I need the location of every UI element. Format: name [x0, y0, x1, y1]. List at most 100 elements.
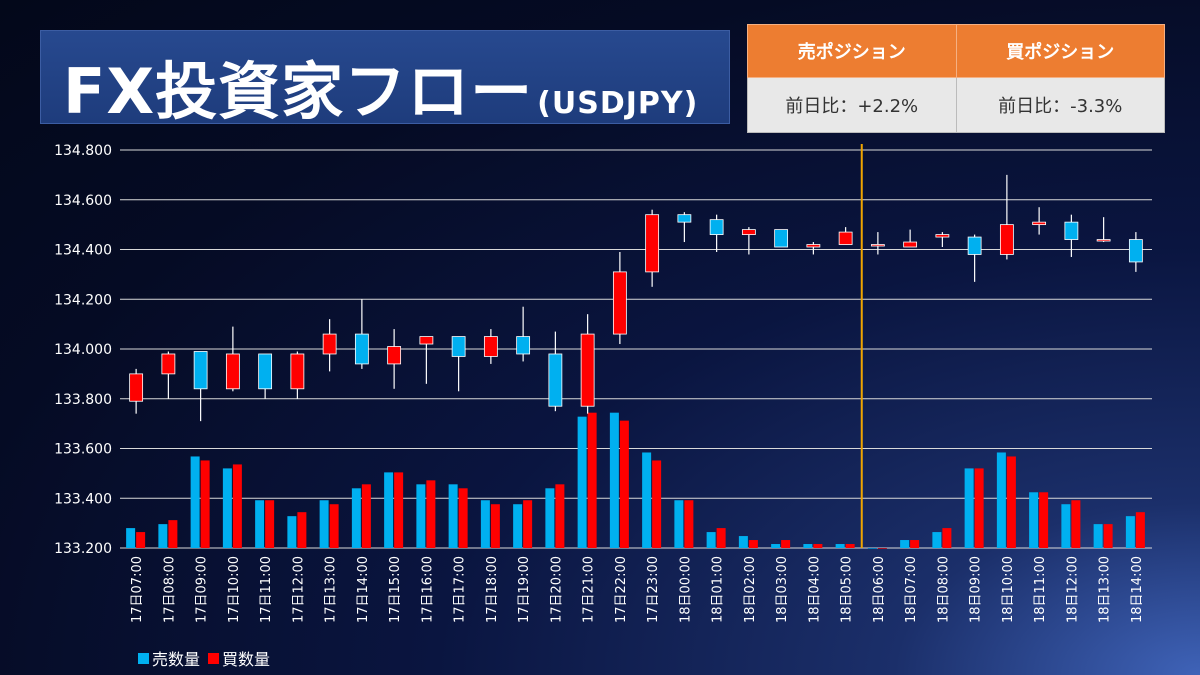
x-tick-label: 18日05:00 — [840, 556, 855, 623]
x-tick-label: 17日17:00 — [453, 556, 468, 623]
candle-down — [677, 214, 692, 223]
y-tick-label: 134.000 — [54, 342, 112, 358]
sell-volume-bar — [642, 452, 652, 548]
title-main-text: FX投資家フロー — [63, 55, 534, 128]
legend-swatch-sell — [138, 652, 149, 664]
buy-volume-bar — [910, 540, 920, 548]
candle-up — [1096, 239, 1111, 242]
x-tick-label: 18日06:00 — [872, 556, 887, 623]
x-tick-label: 17日22:00 — [614, 556, 629, 623]
candle-up — [935, 234, 950, 238]
x-tick-label: 18日11:00 — [1033, 556, 1048, 623]
buy-position-change: 前日比：-3.3% — [955, 77, 1165, 133]
candle-up — [580, 333, 595, 407]
sell-volume-bar — [480, 500, 490, 548]
x-tick-label: 18日08:00 — [936, 556, 951, 623]
x-tick-label: 17日12:00 — [291, 556, 306, 623]
candle-up — [645, 214, 660, 273]
x-tick-label: 18日14:00 — [1130, 556, 1145, 623]
x-tick-label: 17日19:00 — [517, 556, 532, 623]
sell-volume-bar — [803, 544, 813, 548]
buy-volume-bar — [523, 500, 533, 548]
buy-volume-bar — [781, 540, 791, 548]
x-tick-label: 17日08:00 — [162, 556, 177, 623]
sell-volume-bar — [609, 412, 619, 548]
x-tick-label: 17日13:00 — [324, 556, 339, 623]
buy-volume-bar — [1071, 500, 1081, 548]
legend-item-sell: 売数量 — [138, 646, 200, 670]
candle-up — [419, 336, 434, 345]
buy-volume-bar — [619, 420, 629, 548]
candle-up — [806, 244, 821, 248]
y-tick-label: 134.800 — [54, 143, 112, 159]
buy-volume-bar — [716, 528, 726, 548]
candle-up — [161, 353, 176, 375]
chart-legend: 売数量 買数量 — [138, 646, 278, 670]
buy-volume-bar — [329, 504, 339, 548]
sell-volume-bar — [416, 484, 426, 548]
y-tick-label: 134.200 — [54, 292, 112, 308]
buy-volume-bar — [394, 472, 404, 548]
buy-volume-bar — [845, 544, 855, 548]
x-tick-label: 18日12:00 — [1065, 556, 1080, 623]
buy-volume-bar — [813, 544, 823, 548]
sell-volume-bar — [158, 524, 168, 548]
sell-volume-bar — [1061, 504, 1071, 548]
sell-volume-bar — [1029, 492, 1039, 548]
sell-volume-bar — [577, 416, 587, 548]
sell-volume-bar — [771, 544, 781, 548]
sell-volume-bar — [545, 488, 555, 548]
buy-volume-bar — [200, 460, 210, 548]
x-tick-label: 17日09:00 — [195, 556, 210, 623]
buy-volume-bar — [684, 500, 694, 548]
position-table: 売ポジション 買ポジション 前日比：+2.2% 前日比：-3.3% — [747, 24, 1165, 133]
x-tick-label: 18日07:00 — [904, 556, 919, 623]
buy-volume-bar — [168, 520, 178, 548]
x-tick-label: 18日00:00 — [678, 556, 693, 623]
sell-volume-bar — [1125, 516, 1135, 548]
buy-volume-bar — [1006, 456, 1016, 548]
legend-swatch-buy — [208, 652, 220, 664]
title-box: FX投資家フロー (USDJPY) — [40, 30, 730, 128]
buy-volume-bar — [942, 528, 952, 548]
candle-up — [999, 224, 1014, 255]
candle-down — [354, 333, 369, 365]
x-tick-label: 17日15:00 — [388, 556, 403, 623]
x-tick-label: 17日21:00 — [582, 556, 597, 623]
buy-volume-bar — [1039, 492, 1049, 548]
x-tick-label: 18日13:00 — [1098, 556, 1113, 623]
buy-volume-bar — [555, 484, 565, 548]
sell-volume-bar — [835, 544, 845, 548]
legend-label-buy: 買数量 — [222, 650, 271, 669]
sell-volume-bar — [1093, 524, 1103, 548]
candle-down — [1064, 221, 1079, 240]
sell-volume-bar — [706, 532, 716, 548]
sell-volume-bar — [738, 536, 748, 548]
sell-volume-bar — [351, 488, 361, 548]
title-sub-text: (USDJPY) — [537, 86, 699, 121]
candle-up — [225, 353, 240, 390]
buy-volume-bar — [877, 548, 887, 549]
candle-up — [903, 241, 918, 248]
candle-down — [1128, 239, 1143, 263]
candle-down — [548, 353, 563, 407]
candle-up — [612, 271, 627, 335]
buy-volume-bar — [297, 512, 307, 548]
buy-volume-bar — [426, 480, 436, 548]
x-tick-label: 17日16:00 — [420, 556, 435, 623]
candle-down — [516, 336, 531, 355]
candle-up — [1032, 221, 1047, 226]
sell-volume-bar — [996, 452, 1006, 548]
candle-up — [129, 373, 144, 402]
sell-position-change: 前日比：+2.2% — [747, 77, 957, 133]
sell-volume-bar — [222, 468, 232, 548]
sell-position-header: 売ポジション — [747, 24, 957, 78]
sell-volume-bar — [932, 532, 942, 548]
candle-down — [709, 219, 724, 235]
y-tick-label: 134.400 — [54, 243, 112, 259]
buy-volume-bar — [265, 500, 275, 548]
y-tick-label: 133.400 — [54, 491, 112, 507]
sell-volume-bar — [287, 516, 297, 548]
candle-up — [483, 336, 498, 357]
